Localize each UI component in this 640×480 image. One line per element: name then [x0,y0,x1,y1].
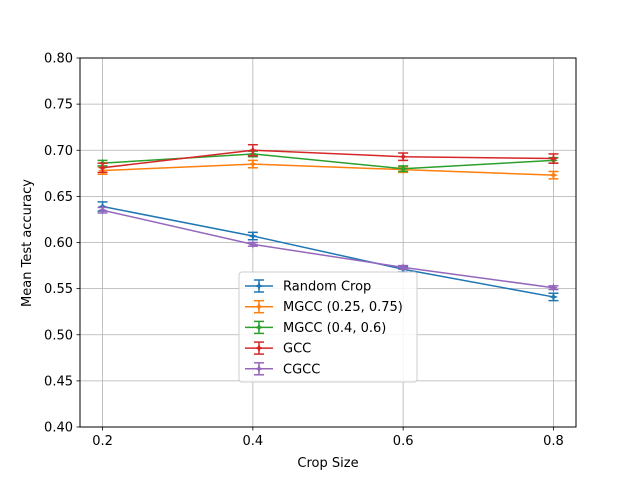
series-layer [97,143,559,302]
legend: Random Crop MGCC (0.25, 0.75) MGCC (0.4, 0… [238,271,418,383]
legend-marker [254,281,264,291]
y-tick-label: 0.75 [44,98,73,113]
x-tick-label: 0.2 [92,434,113,449]
y-axis-label: Mean Test accuracy [20,179,35,307]
legend-label: MGCC (0.25, 0.75) [283,300,403,315]
y-tick-label: 0.70 [44,144,73,159]
series-line [102,209,554,289]
legend-label: MGCC (0.4, 0.6) [283,321,386,336]
data-point [248,239,258,250]
legend-label: GCC [283,342,311,357]
y-tick-label: 0.40 [44,421,73,436]
series-3 [97,143,559,174]
data-point [97,163,108,173]
legend-label: Random Crop [283,280,371,295]
legend-label: CGCC [283,362,320,377]
data-point [248,159,258,169]
x-tick-label: 0.6 [393,434,414,449]
x-tick-label: 0.8 [543,434,564,449]
y-tick-label: 0.65 [44,190,73,205]
y-tick-label: 0.50 [44,328,73,343]
y-tick-label: 0.45 [44,374,73,389]
y-tick-label: 0.60 [44,236,73,251]
data-point [97,205,108,215]
legend-box [238,271,418,383]
y-tick-label: 0.80 [44,52,73,67]
series-4 [97,205,559,293]
data-point [398,151,408,162]
legend-marker [254,322,264,333]
data-point [548,292,559,302]
data-point [548,153,559,164]
data-point [398,163,408,174]
y-axis: 0.40 0.45 0.50 0.55 0.60 0.65 0.70 0.75 0.80 [44,52,80,436]
y-tick-label: 0.55 [44,282,73,297]
data-point [248,145,258,155]
data-point [398,262,408,273]
series-line [102,163,554,176]
x-axis-label: Crop Size [297,456,358,471]
data-point [548,282,559,293]
legend-marker [254,364,264,374]
x-tick-label: 0.4 [243,434,264,449]
legend-marker [254,301,264,312]
x-axis: 0.2 0.4 0.6 0.8 [92,427,564,449]
series-line [102,149,554,169]
series-line [102,205,554,298]
legend-marker [254,343,264,353]
data-point [548,170,559,180]
